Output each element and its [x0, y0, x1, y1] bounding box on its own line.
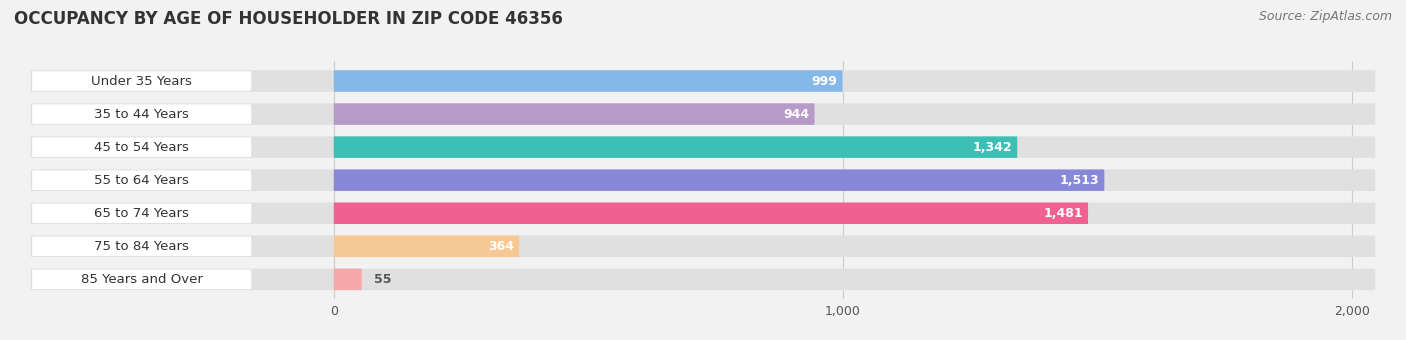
- FancyBboxPatch shape: [32, 270, 252, 289]
- Text: 1,342: 1,342: [973, 141, 1012, 154]
- FancyBboxPatch shape: [333, 236, 519, 257]
- FancyBboxPatch shape: [31, 169, 1375, 191]
- Text: 944: 944: [783, 107, 810, 121]
- Text: 55 to 64 Years: 55 to 64 Years: [94, 174, 190, 187]
- FancyBboxPatch shape: [31, 269, 1375, 290]
- FancyBboxPatch shape: [333, 103, 814, 125]
- FancyBboxPatch shape: [333, 136, 1018, 158]
- Text: 45 to 54 Years: 45 to 54 Years: [94, 141, 190, 154]
- FancyBboxPatch shape: [32, 170, 252, 190]
- Text: Under 35 Years: Under 35 Years: [91, 74, 193, 87]
- FancyBboxPatch shape: [31, 203, 1375, 224]
- FancyBboxPatch shape: [333, 169, 1104, 191]
- FancyBboxPatch shape: [32, 137, 252, 157]
- FancyBboxPatch shape: [333, 269, 361, 290]
- Text: Source: ZipAtlas.com: Source: ZipAtlas.com: [1258, 10, 1392, 23]
- FancyBboxPatch shape: [32, 237, 252, 256]
- Text: 999: 999: [811, 74, 838, 87]
- FancyBboxPatch shape: [333, 70, 842, 92]
- Text: 65 to 74 Years: 65 to 74 Years: [94, 207, 190, 220]
- FancyBboxPatch shape: [32, 104, 252, 124]
- FancyBboxPatch shape: [31, 136, 1375, 158]
- Text: 364: 364: [488, 240, 515, 253]
- Text: OCCUPANCY BY AGE OF HOUSEHOLDER IN ZIP CODE 46356: OCCUPANCY BY AGE OF HOUSEHOLDER IN ZIP C…: [14, 10, 562, 28]
- Text: 1,513: 1,513: [1060, 174, 1099, 187]
- Text: 35 to 44 Years: 35 to 44 Years: [94, 107, 190, 121]
- FancyBboxPatch shape: [32, 204, 252, 223]
- Text: 55: 55: [374, 273, 392, 286]
- Text: 85 Years and Over: 85 Years and Over: [80, 273, 202, 286]
- FancyBboxPatch shape: [31, 236, 1375, 257]
- FancyBboxPatch shape: [31, 70, 1375, 92]
- FancyBboxPatch shape: [31, 103, 1375, 125]
- Text: 75 to 84 Years: 75 to 84 Years: [94, 240, 190, 253]
- Text: 1,481: 1,481: [1043, 207, 1083, 220]
- FancyBboxPatch shape: [32, 71, 252, 91]
- FancyBboxPatch shape: [333, 203, 1088, 224]
